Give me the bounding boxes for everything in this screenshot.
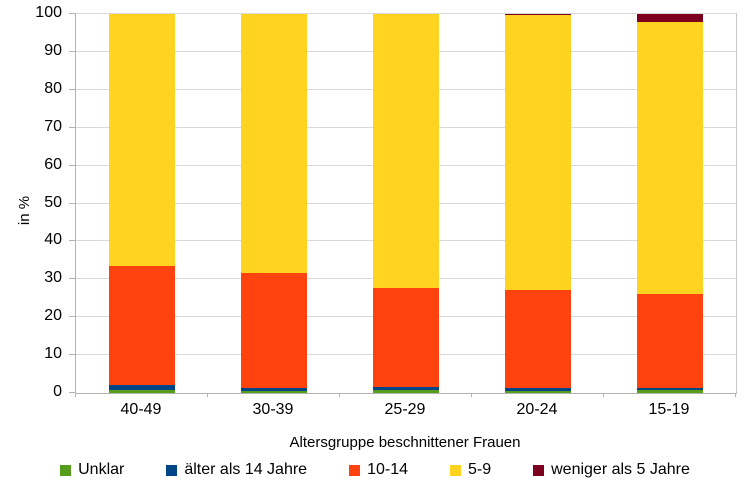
legend-item-weniger als 5 Jahre: weniger als 5 Jahre — [533, 461, 690, 479]
y-tick-mark — [69, 316, 75, 318]
legend-swatch-älter als 14 Jahre — [166, 464, 178, 476]
x-label-15-19: 15-19 — [648, 401, 690, 418]
bar-segment-älter als 14 Jahre — [373, 386, 439, 390]
y-tick-label: 70 — [44, 117, 62, 135]
x-label-20-24: 20-24 — [516, 401, 558, 418]
legend-swatch-Unklar — [60, 464, 72, 476]
bar-segment-Unklar — [109, 389, 175, 393]
y-tick-mark — [69, 126, 75, 128]
legend-label: 5-9 — [468, 461, 492, 478]
legend-swatch-10-14 — [349, 464, 361, 476]
y-tick-label: 0 — [53, 383, 62, 400]
legend: Unklar älter als 14 Jahre 10-14 5-9 weniger … — [0, 461, 750, 479]
x-tick-mark — [339, 393, 340, 397]
x-axis-title: Altersgruppe beschnittener Frauen — [289, 434, 521, 451]
bar-segment-5-9 — [505, 15, 571, 290]
bar-segment-Unklar — [373, 389, 439, 393]
bar-segment-älter als 14 Jahre — [241, 387, 307, 392]
bar-segment-weniger als 5 Jahre — [505, 14, 571, 16]
bar-slot-30-39 — [208, 14, 340, 393]
bar-segment-älter als 14 Jahre — [505, 388, 571, 392]
bar-slots — [76, 14, 736, 393]
y-tick-mark — [69, 278, 75, 280]
x-axis-labels: 40-49 30-39 25-29 20-24 15-19 — [75, 401, 735, 419]
y-tick-mark — [69, 240, 75, 242]
bar-25-29 — [373, 14, 439, 393]
gridline — [76, 13, 736, 14]
bar-20-24 — [505, 14, 571, 393]
x-tick-mark — [75, 393, 76, 397]
x-label-25-29: 25-29 — [384, 401, 426, 418]
legend-item-5-9: 5-9 — [450, 461, 491, 479]
y-tick-label: 10 — [44, 345, 62, 363]
x-tick-mark — [471, 393, 472, 397]
x-tick-mark — [603, 393, 604, 397]
legend-swatch-5-9 — [450, 464, 461, 476]
bar-segment-10-14 — [109, 266, 175, 385]
bar-segment-älter als 14 Jahre — [109, 384, 175, 390]
legend-label: Unklar — [78, 461, 125, 478]
bar-40-49 — [109, 14, 175, 393]
bar-segment-Unklar — [505, 391, 571, 393]
y-tick-mark — [69, 50, 75, 52]
legend-label: weniger als 5 Jahre — [551, 461, 690, 478]
bar-segment-10-14 — [637, 293, 703, 389]
x-label-30-39: 30-39 — [252, 401, 294, 418]
legend-item-Unklar: Unklar — [60, 461, 124, 479]
bar-30-39 — [241, 14, 307, 393]
y-tick-mark — [69, 354, 75, 356]
bar-segment-Unklar — [241, 391, 307, 393]
bar-segment-5-9 — [109, 14, 175, 267]
legend-label: 10-14 — [367, 461, 408, 478]
y-tick-label: 30 — [44, 269, 62, 287]
bar-segment-10-14 — [505, 289, 571, 389]
y-tick-label: 20 — [44, 307, 62, 325]
y-tick-label: 100 — [35, 4, 62, 21]
legend-swatch-weniger als 5 Jahre — [533, 464, 545, 476]
bar-segment-5-9 — [373, 14, 439, 289]
bar-segment-älter als 14 Jahre — [637, 388, 703, 390]
y-tick-mark — [69, 13, 75, 14]
bar-15-19 — [637, 14, 703, 393]
bar-segment-5-9 — [241, 14, 307, 273]
y-tick-label: 60 — [44, 155, 62, 173]
x-label-40-49: 40-49 — [120, 401, 162, 418]
bar-slot-15-19 — [604, 14, 736, 393]
y-tick-label: 40 — [44, 231, 62, 249]
x-tick-mark — [207, 393, 208, 397]
y-tick-mark — [69, 202, 75, 204]
plot-area — [75, 13, 737, 394]
bar-segment-10-14 — [373, 288, 439, 387]
bar-segment-5-9 — [637, 21, 703, 294]
y-tick-mark — [69, 392, 75, 393]
y-tick-mark — [69, 164, 75, 166]
y-tick-label: 50 — [44, 193, 62, 211]
legend-item-älter als 14 Jahre: älter als 14 Jahre — [166, 461, 307, 479]
bar-segment-Unklar — [637, 389, 703, 393]
legend-item-10-14: 10-14 — [349, 461, 408, 479]
bar-slot-40-49 — [76, 14, 208, 393]
bar-segment-weniger als 5 Jahre — [637, 14, 703, 22]
bar-slot-25-29 — [340, 14, 472, 393]
bar-segment-10-14 — [241, 272, 307, 388]
x-tick-mark — [735, 393, 736, 397]
y-tick-mark — [69, 88, 75, 90]
legend-label: älter als 14 Jahre — [184, 461, 308, 478]
y-tick-label: 90 — [44, 41, 62, 59]
y-tick-label: 80 — [44, 79, 62, 97]
bar-slot-20-24 — [472, 14, 604, 393]
